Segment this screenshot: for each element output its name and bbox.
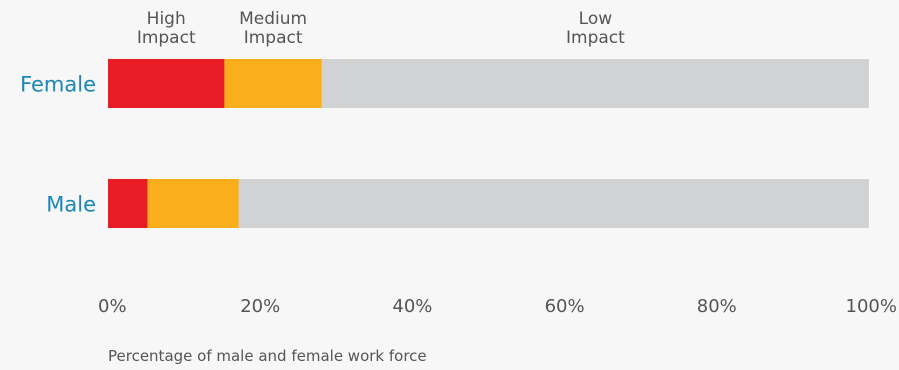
legend-low-impact-line-2: Impact [566, 28, 625, 48]
legend-low-impact-line-1: Low [579, 9, 613, 29]
legend-high-impact-line-1: High [147, 9, 186, 29]
x-tick-label: 40% [392, 296, 432, 317]
bar-male-low-impact [238, 179, 869, 228]
legend-high-impact-line-2: Impact [137, 28, 196, 48]
bar-female-medium-impact [224, 59, 322, 108]
bar-male-high-impact [108, 179, 148, 228]
bar-female-low-impact [321, 59, 870, 108]
legend-medium-impact-line-2: Impact [244, 28, 303, 48]
x-tick-label: 60% [545, 296, 585, 317]
x-tick-label: 80% [697, 296, 737, 317]
bars [108, 59, 870, 228]
x-tick-label: 100% [846, 296, 897, 317]
category-label-male: Male [46, 193, 96, 217]
category-label-female: Female [20, 73, 96, 97]
x-axis-label: Percentage of male and female work force [108, 347, 427, 365]
legend-medium-impact-line-1: Medium [239, 9, 307, 29]
x-axis-ticks: 0% 20% 40% 60% 80% 100% [98, 296, 897, 317]
bar-female-high-impact [108, 59, 225, 108]
x-tick-label: 20% [240, 296, 280, 317]
x-tick-label: 0% [98, 296, 127, 317]
category-labels: Female Male [20, 73, 96, 217]
bar-male-medium-impact [147, 179, 239, 228]
